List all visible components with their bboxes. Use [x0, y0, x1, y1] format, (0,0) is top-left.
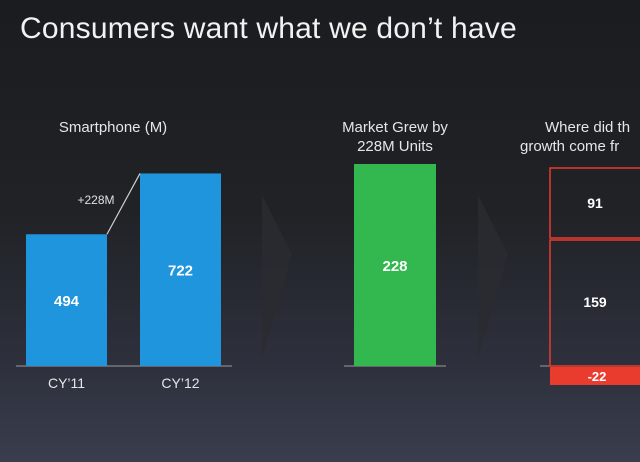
chart-1-category-label: CY’11 [48, 375, 85, 391]
chart-3-segment-159 [549, 239, 640, 367]
chart-3-title-line1: Where did th [545, 119, 631, 136]
chart-3-value-label: 159 [583, 294, 607, 310]
chart-3-value-label: 91 [587, 195, 603, 211]
chart-2-title-line1: Market Grew by [342, 119, 448, 136]
chart-2-title-line2: 228M Units [357, 138, 433, 155]
chart-1-annotation: +228M [77, 193, 114, 207]
chart-2-title: Market Grew by 228M Units [320, 118, 470, 156]
chart-1-category-label: CY’12 [161, 375, 199, 391]
chart-1-bar-CY’12 [140, 173, 221, 366]
chart-3-segment-negative [550, 367, 640, 385]
chart-3-segment-91 [549, 167, 640, 239]
chart-3-title-line2: growth come fr [520, 138, 620, 155]
chart-1-value-label: 722 [168, 263, 193, 280]
chart-1-title: Smartphone (M) [58, 119, 168, 136]
chart-3-title: Where did th growth come fr [520, 118, 640, 156]
chart-2-bar [354, 164, 436, 366]
slide-title: Consumers want what we don’t have [20, 12, 517, 45]
chart-2-value-label: 228 [382, 258, 407, 275]
chart-1-value-label: 494 [54, 293, 80, 310]
chart-1-bar-CY’11 [26, 234, 107, 366]
chart-1-growth-connector [106, 173, 141, 235]
arrow-1-shape [262, 195, 292, 357]
arrow-2-shape [478, 195, 508, 357]
chart-3-value-label: -22 [588, 369, 607, 384]
